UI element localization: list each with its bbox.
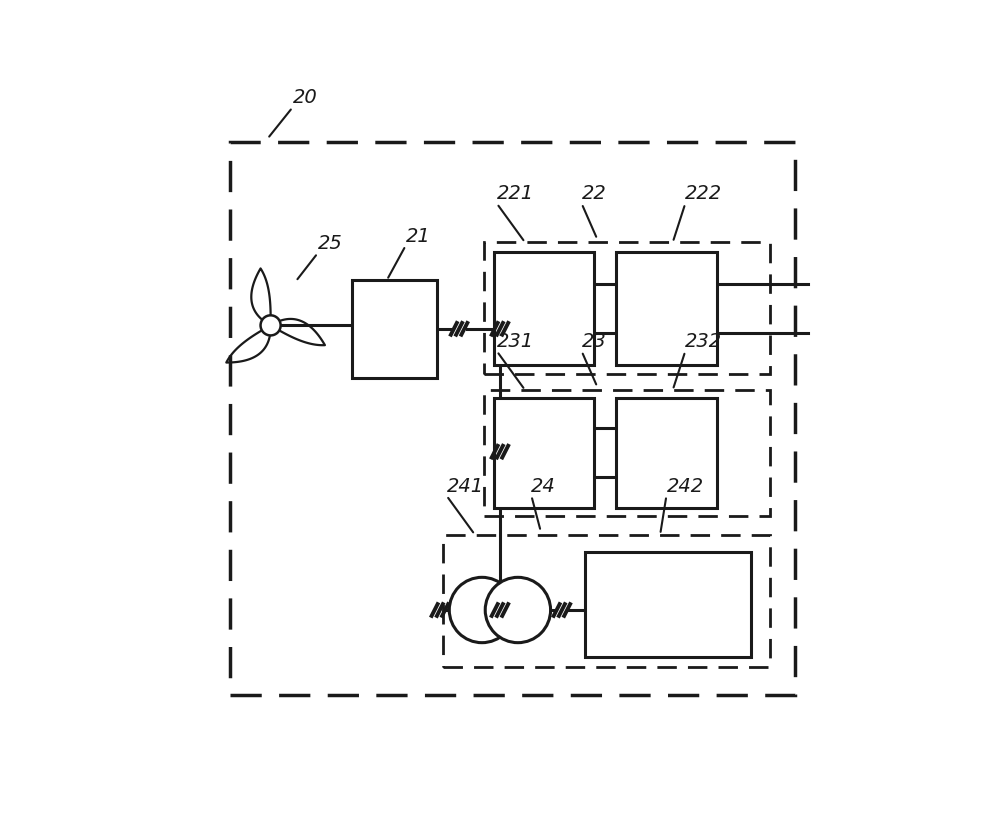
Text: 22: 22 bbox=[582, 184, 606, 203]
Text: 23: 23 bbox=[582, 332, 606, 351]
Text: 25: 25 bbox=[318, 234, 342, 253]
Text: 231: 231 bbox=[497, 332, 534, 351]
Text: 20: 20 bbox=[293, 88, 317, 108]
Text: 242: 242 bbox=[666, 477, 704, 495]
Bar bbox=[484, 242, 770, 375]
Bar bbox=[585, 552, 751, 657]
Bar bbox=[494, 252, 594, 365]
Text: 221: 221 bbox=[497, 184, 534, 203]
Text: 24: 24 bbox=[531, 477, 556, 495]
Bar bbox=[352, 280, 437, 378]
Text: 232: 232 bbox=[685, 332, 722, 351]
Bar bbox=[616, 252, 717, 365]
Bar bbox=[616, 397, 717, 508]
Bar bbox=[484, 390, 770, 516]
Text: 222: 222 bbox=[685, 184, 722, 203]
Text: 241: 241 bbox=[447, 477, 484, 495]
Circle shape bbox=[261, 315, 281, 335]
Circle shape bbox=[485, 578, 551, 643]
Circle shape bbox=[449, 578, 515, 643]
Bar bbox=[230, 142, 795, 695]
Text: 21: 21 bbox=[406, 227, 430, 246]
Bar bbox=[443, 534, 770, 667]
Bar bbox=[494, 397, 594, 508]
